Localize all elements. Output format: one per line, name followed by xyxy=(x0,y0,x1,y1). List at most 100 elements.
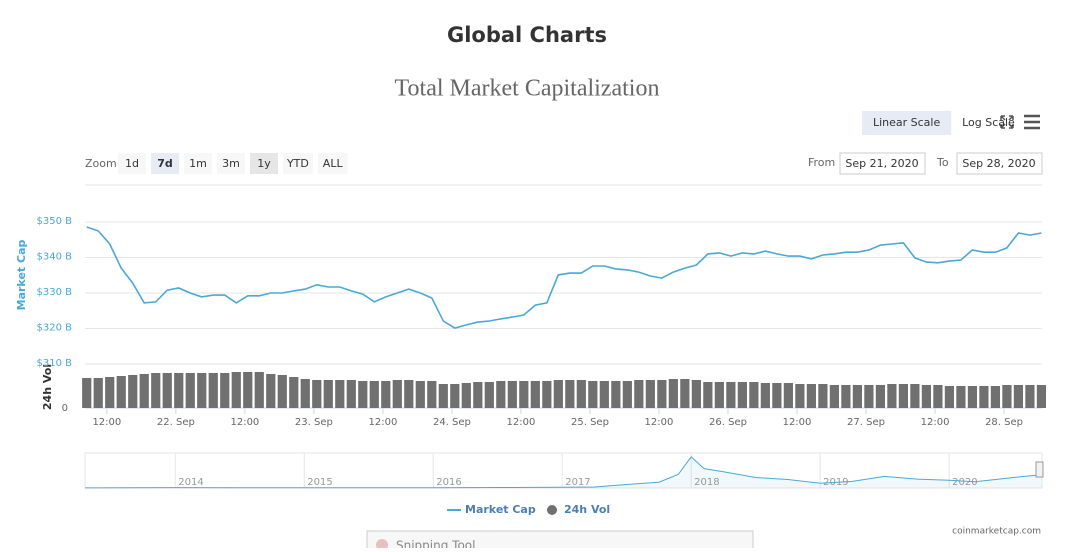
zoom-button[interactable]: 7d xyxy=(157,157,173,170)
volume-bar xyxy=(128,375,138,408)
volume-bar xyxy=(588,381,598,408)
volume-bar xyxy=(1036,385,1047,408)
volume-bar xyxy=(507,381,517,408)
x-tick-label: 27. Sep xyxy=(847,417,885,428)
navigator-tick-label: 2018 xyxy=(694,477,719,488)
volume-bar xyxy=(277,375,287,408)
navigator-tick-label: 2015 xyxy=(307,477,332,488)
volume-bar xyxy=(622,381,632,408)
volume-bar xyxy=(300,379,310,408)
volume-bar xyxy=(254,372,264,408)
from-input[interactable] xyxy=(839,152,926,175)
scale-button[interactable]: Log Scale xyxy=(962,116,1015,129)
zoom-button[interactable]: 1d xyxy=(125,157,139,170)
zoom-button-bg[interactable] xyxy=(250,153,278,174)
to-input[interactable] xyxy=(956,152,1043,175)
volume-bar xyxy=(346,380,356,408)
scale-button[interactable]: Linear Scale xyxy=(873,116,941,129)
volume-bar xyxy=(438,384,448,408)
zoom-button-bg[interactable] xyxy=(184,153,212,174)
volume-bar xyxy=(726,382,736,408)
volume-bar xyxy=(898,384,908,408)
from-value[interactable]: Sep 21, 2020 xyxy=(845,157,918,170)
zoom-button[interactable]: 1m xyxy=(189,157,207,170)
market-cap-line xyxy=(86,226,1042,329)
to-label: To xyxy=(936,156,949,169)
volume-bar xyxy=(151,373,161,408)
y-tick-label: $330 B xyxy=(37,287,73,298)
zoom-button-bg[interactable] xyxy=(217,153,245,174)
zoom-button-bg[interactable] xyxy=(118,153,146,174)
zoom-button-bg[interactable] xyxy=(151,153,179,174)
volume-bar xyxy=(369,381,379,408)
volume-bar xyxy=(703,382,713,408)
volume-bar xyxy=(841,385,851,408)
zoom-button-bg[interactable] xyxy=(283,153,313,174)
legend-label[interactable]: 24h Vol xyxy=(564,503,610,516)
volume-bar xyxy=(82,378,92,408)
scale-button-bg[interactable] xyxy=(862,111,952,135)
zoom-button[interactable]: YTD xyxy=(286,157,309,170)
volume-bar xyxy=(381,381,391,408)
volume-bar xyxy=(806,384,816,408)
volume-bar xyxy=(967,386,978,408)
volume-bar xyxy=(645,380,655,408)
volume-bar xyxy=(979,386,989,408)
volume-bar xyxy=(611,381,621,408)
fullscreen-icon[interactable] xyxy=(1000,115,1014,129)
volume-bar xyxy=(680,379,690,408)
navigator-tick-label: 2016 xyxy=(436,477,461,488)
volume-bar xyxy=(990,386,1001,408)
y-tick-label: $350 B xyxy=(37,216,73,227)
volume-bar xyxy=(93,378,103,408)
y2-tick-label: 0 xyxy=(62,403,68,414)
y-tick-label: $340 B xyxy=(37,252,73,263)
volume-bar xyxy=(461,383,471,408)
volume-bar xyxy=(139,374,149,408)
zoom-button-bg[interactable] xyxy=(317,153,348,174)
zoom-label: Zoom xyxy=(85,157,117,170)
zoom-button[interactable]: 3m xyxy=(222,157,240,170)
volume-bar xyxy=(404,380,414,408)
from-label: From xyxy=(808,156,835,169)
volume-bar xyxy=(576,380,586,408)
volume-bar xyxy=(496,381,506,408)
volume-bar xyxy=(829,385,839,408)
menu-icon[interactable] xyxy=(1024,114,1040,130)
navigator-handle[interactable] xyxy=(1035,461,1044,478)
volume-bar xyxy=(818,384,828,408)
zoom-button[interactable]: ALL xyxy=(323,157,344,170)
chart-title: Total Market Capitalization xyxy=(395,76,660,102)
volume-bar xyxy=(657,380,667,408)
volume-bar xyxy=(634,380,644,408)
volume-bar xyxy=(599,381,609,408)
x-tick-label: 12:00 xyxy=(921,417,950,428)
x-tick-label: 12:00 xyxy=(230,417,259,428)
volume-bar xyxy=(749,382,759,408)
legend-label[interactable]: Market Cap xyxy=(465,503,536,516)
navigator-area xyxy=(85,456,1042,488)
x-tick-label: 22. Sep xyxy=(157,417,195,428)
volume-bar xyxy=(691,380,701,408)
to-value[interactable]: Sep 28, 2020 xyxy=(962,157,1035,170)
navigator-bg xyxy=(84,452,1043,489)
y-axis-title: Market Cap xyxy=(15,240,28,311)
volume-bar xyxy=(944,386,955,408)
volume-bar xyxy=(289,377,299,408)
volume-bar xyxy=(358,381,368,408)
volume-bar xyxy=(668,379,678,408)
x-tick-label: 28. Sep xyxy=(985,417,1023,428)
zoom-button[interactable]: 1y xyxy=(257,157,271,170)
x-tick-label: 23. Sep xyxy=(295,417,333,428)
volume-bar xyxy=(542,381,552,408)
volume-bar xyxy=(852,385,862,408)
volume-bar xyxy=(484,382,494,408)
y-tick-label: $310 B xyxy=(37,358,73,369)
volume-bar xyxy=(565,380,575,408)
volume-bar xyxy=(783,383,793,408)
volume-bar xyxy=(323,380,333,408)
volume-bar xyxy=(427,381,437,408)
volume-bar xyxy=(553,380,563,408)
